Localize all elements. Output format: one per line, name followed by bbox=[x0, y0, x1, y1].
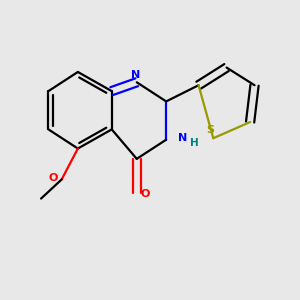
Text: O: O bbox=[48, 173, 58, 183]
Text: S: S bbox=[206, 125, 214, 135]
Text: H: H bbox=[190, 138, 199, 148]
Text: N: N bbox=[131, 70, 140, 80]
Text: N: N bbox=[178, 133, 187, 143]
Text: O: O bbox=[141, 189, 150, 199]
